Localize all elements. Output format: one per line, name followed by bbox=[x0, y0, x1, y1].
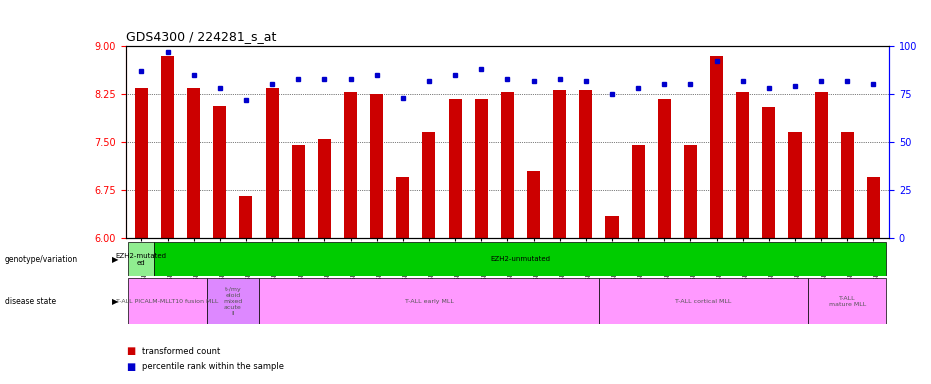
Bar bbox=[128, 278, 207, 324]
Text: ▶: ▶ bbox=[112, 255, 118, 264]
Text: ■: ■ bbox=[126, 362, 135, 372]
Bar bbox=[605, 216, 618, 238]
Bar bbox=[841, 132, 854, 238]
Text: T-ALL early MLL: T-ALL early MLL bbox=[405, 299, 453, 304]
Text: percentile rank within the sample: percentile rank within the sample bbox=[142, 362, 285, 371]
Bar bbox=[239, 197, 252, 238]
Bar bbox=[423, 132, 436, 238]
Text: disease state: disease state bbox=[5, 297, 56, 306]
Bar bbox=[259, 278, 599, 324]
Bar bbox=[710, 56, 723, 238]
Bar bbox=[527, 171, 540, 238]
Bar bbox=[291, 145, 304, 238]
Bar bbox=[867, 177, 880, 238]
Bar bbox=[371, 94, 384, 238]
Bar bbox=[762, 107, 776, 238]
Bar bbox=[579, 89, 592, 238]
Bar bbox=[501, 92, 514, 238]
Bar bbox=[475, 99, 488, 238]
Bar bbox=[789, 132, 802, 238]
Bar bbox=[599, 278, 808, 324]
Bar bbox=[128, 242, 155, 276]
Text: ■: ■ bbox=[126, 346, 135, 356]
Bar bbox=[449, 99, 462, 238]
Text: EZH2-mutated
ed: EZH2-mutated ed bbox=[115, 253, 167, 266]
Bar bbox=[553, 89, 566, 238]
Bar bbox=[161, 56, 174, 238]
Bar bbox=[344, 92, 358, 238]
Text: T-ALL PICALM-MLLT10 fusion MLL: T-ALL PICALM-MLLT10 fusion MLL bbox=[116, 299, 219, 304]
Text: transformed count: transformed count bbox=[142, 347, 221, 356]
Bar bbox=[135, 88, 148, 238]
Text: genotype/variation: genotype/variation bbox=[5, 255, 78, 264]
Bar bbox=[207, 278, 259, 324]
Bar bbox=[213, 106, 226, 238]
Bar bbox=[736, 92, 749, 238]
Text: t-/my
eloid
mixed
acute
ll: t-/my eloid mixed acute ll bbox=[223, 287, 242, 316]
Bar bbox=[317, 139, 331, 238]
Text: T-ALL cortical MLL: T-ALL cortical MLL bbox=[675, 299, 732, 304]
Text: GDS4300 / 224281_s_at: GDS4300 / 224281_s_at bbox=[126, 30, 277, 43]
Text: T-ALL
mature MLL: T-ALL mature MLL bbox=[829, 296, 866, 307]
Bar bbox=[815, 92, 828, 238]
Bar bbox=[187, 88, 200, 238]
Bar bbox=[631, 145, 644, 238]
Text: EZH2-unmutated: EZH2-unmutated bbox=[491, 256, 550, 262]
Bar bbox=[684, 145, 697, 238]
Bar bbox=[808, 278, 886, 324]
Text: ▶: ▶ bbox=[112, 297, 118, 306]
Bar bbox=[397, 177, 410, 238]
Bar bbox=[265, 88, 278, 238]
Bar bbox=[657, 99, 671, 238]
